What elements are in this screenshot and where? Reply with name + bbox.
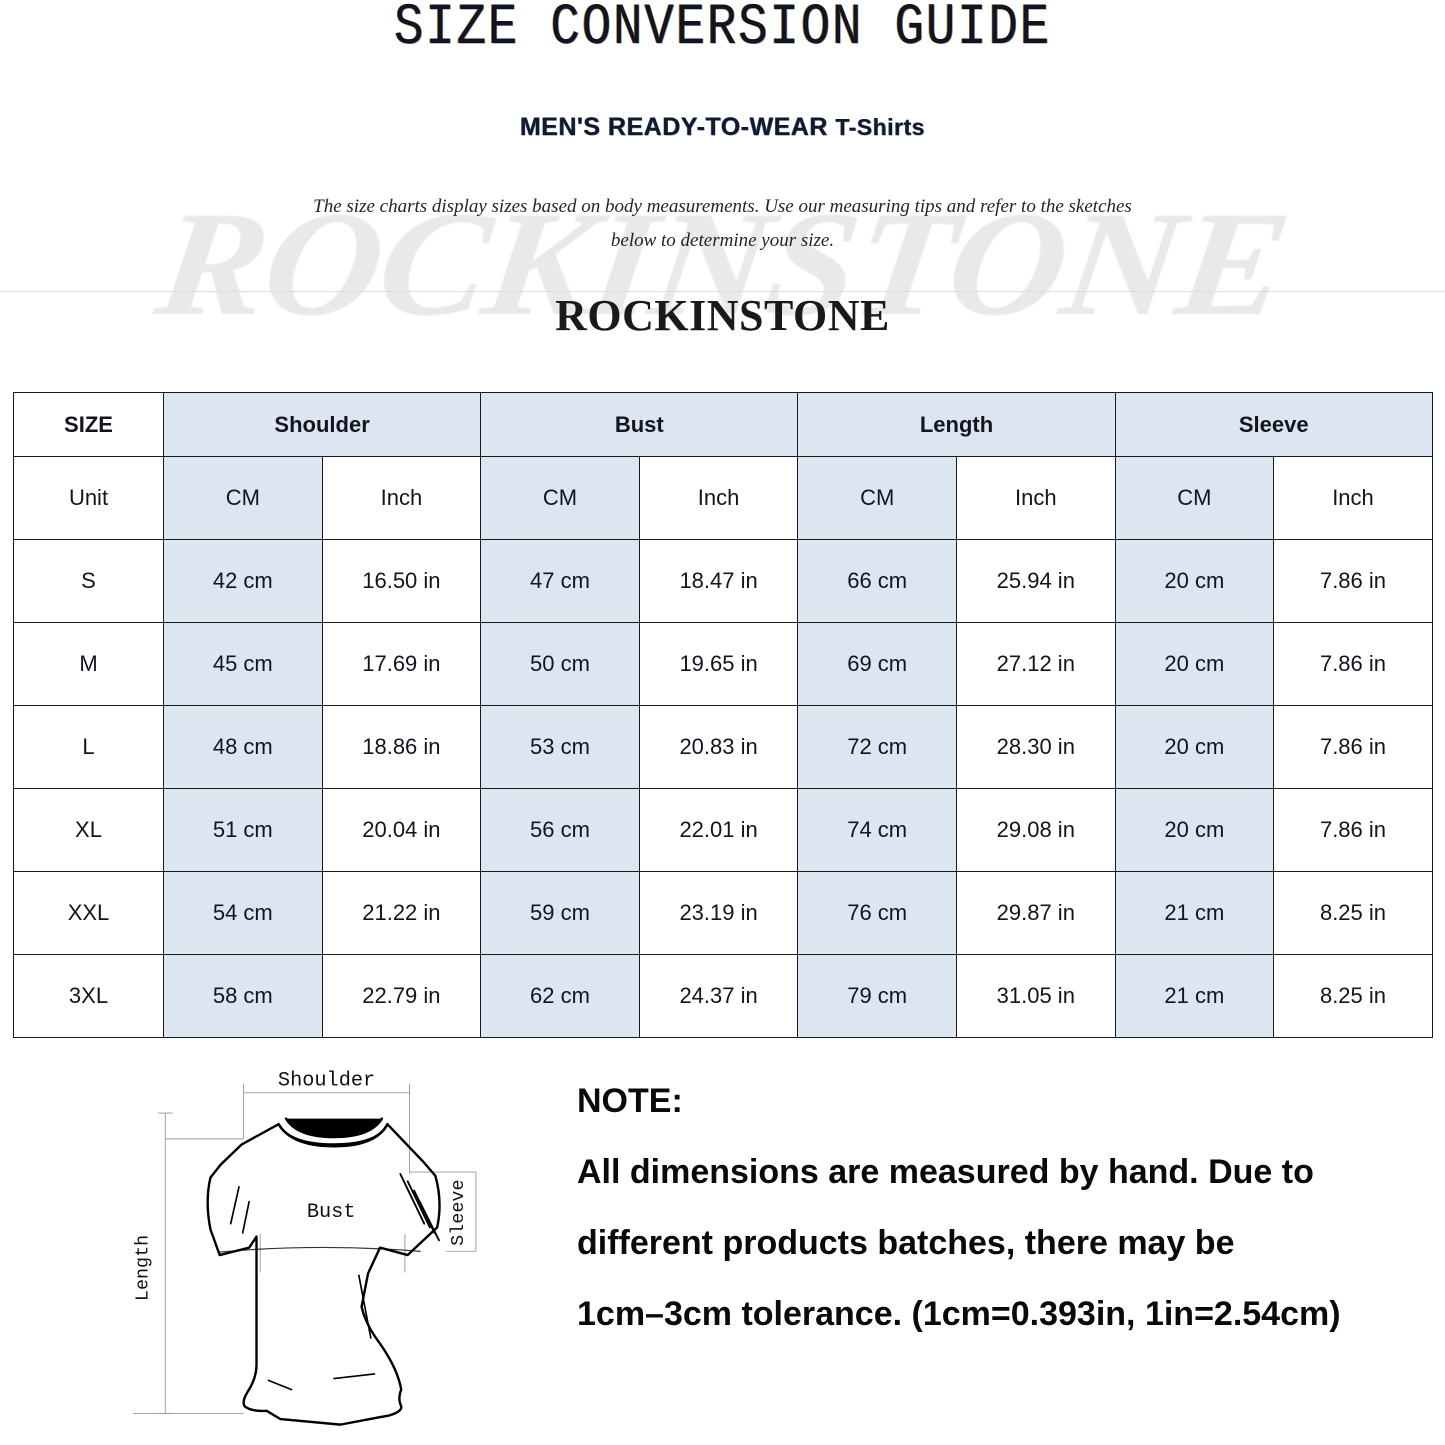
svg-text:Length: Length: [133, 1235, 154, 1301]
svg-text:Sleeve: Sleeve: [448, 1179, 469, 1245]
svg-text:Bust: Bust: [307, 1201, 356, 1224]
svg-text:Shoulder: Shoulder: [278, 1069, 375, 1092]
